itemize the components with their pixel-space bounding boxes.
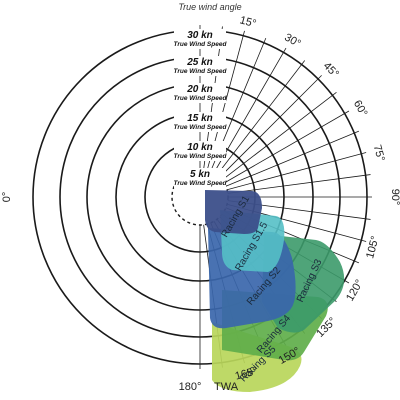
angle-label: 30° xyxy=(282,31,302,50)
ring-speed-value: 15 kn xyxy=(187,113,213,124)
ring-speed-caption: True Wind Speed xyxy=(174,68,228,75)
angle-spoke xyxy=(221,91,337,181)
ring-speed-value: 25 kn xyxy=(186,57,213,68)
ring-label-bg xyxy=(174,83,226,103)
angle-label: 165° xyxy=(234,365,259,382)
ring-speed-value: 20 kn xyxy=(186,84,213,95)
twa-label: TWA xyxy=(214,381,239,393)
angle-spoke xyxy=(224,110,350,184)
ring-speed-caption: True Wind Speed xyxy=(174,95,228,102)
ring-speed-value: 5 kn xyxy=(190,169,210,180)
ring-speed-caption: True Wind Speed xyxy=(174,180,228,187)
angle-labels: 0°15°30°45°60°75°90°105°120°135°150°165°… xyxy=(1,14,400,393)
chart-title: True wind angle xyxy=(178,2,241,12)
angle-label: 105° xyxy=(364,235,381,260)
ring-label-bg xyxy=(174,56,226,76)
angle-label: 180° xyxy=(179,381,202,393)
sail-area-s1[interactable] xyxy=(205,190,262,234)
ring-label-bg xyxy=(174,141,226,161)
angle-label: 0° xyxy=(1,192,13,203)
ring-label-bg xyxy=(174,29,226,49)
ring-speed-caption: True Wind Speed xyxy=(174,153,228,160)
angle-spoke xyxy=(226,152,367,191)
angle-spoke xyxy=(227,174,371,194)
angle-label: 60° xyxy=(351,98,370,118)
ring-label-bg xyxy=(174,112,226,132)
angle-spoke xyxy=(225,130,360,187)
angle-label: 75° xyxy=(371,144,387,163)
angle-spoke xyxy=(219,75,322,178)
sail-areas xyxy=(205,190,345,392)
ring-label-bg xyxy=(174,168,226,188)
ring-speed-caption: True Wind Speed xyxy=(174,124,228,131)
angle-label: 45° xyxy=(321,60,341,80)
angle-label: 120° xyxy=(344,278,366,304)
ring-speed-caption: True Wind Speed xyxy=(174,41,228,48)
angle-label: 90° xyxy=(389,189,400,206)
angle-label: 15° xyxy=(238,14,257,30)
ring-speed-value: 10 kn xyxy=(187,142,213,153)
ring-speed-value: 30 kn xyxy=(187,30,213,41)
angle-spoke xyxy=(216,60,306,176)
